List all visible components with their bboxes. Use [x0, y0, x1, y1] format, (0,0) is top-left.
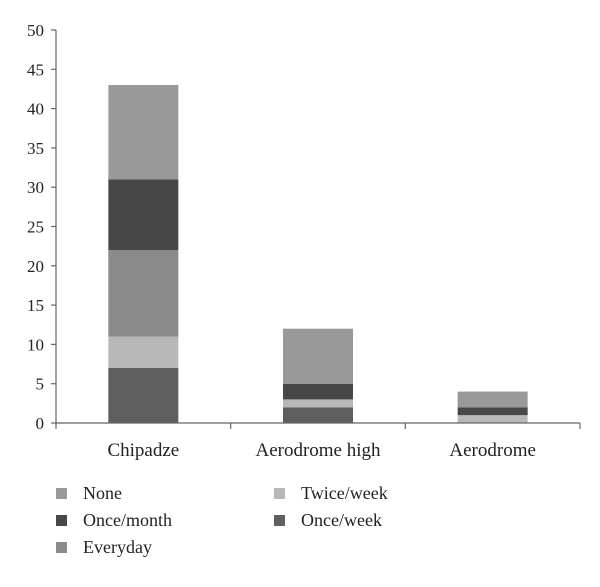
legend-label: Once/month [83, 510, 172, 530]
y-tick-label: 50 [27, 21, 44, 40]
y-tick-label: 40 [27, 100, 44, 119]
legend-swatch [274, 515, 285, 526]
x-category-label: Aerodrome high [255, 440, 381, 461]
bar-segment [108, 85, 179, 180]
y-tick-label: 0 [36, 414, 45, 433]
axes-group: 0 5 10 15 20 25 30 35 40 45 50 Chipadze Aerodrome hi… [27, 21, 581, 461]
legend-label: None [83, 483, 122, 503]
bar-segment [283, 407, 353, 423]
bar-segment [283, 399, 353, 408]
y-tick-label: 20 [27, 257, 44, 276]
bar-segment [457, 415, 528, 423]
legend-label: Everyday [83, 537, 152, 557]
bar-segment [283, 383, 353, 400]
y-tick-label: 30 [27, 178, 44, 197]
bar-segment [457, 391, 528, 408]
bar-segment [457, 407, 528, 416]
legend-swatch [56, 542, 67, 553]
y-tick-label: 35 [27, 139, 44, 158]
y-tick-label: 15 [27, 296, 44, 315]
legend: None Twice/week Once/month Once/week Everyda… [56, 483, 388, 557]
bar-segment [283, 328, 353, 384]
bar-segment [108, 250, 179, 337]
bar-segment [108, 179, 179, 251]
y-tick-label: 45 [27, 60, 44, 79]
y-tick-label: 5 [36, 375, 45, 394]
x-category-label: Chipadze [107, 440, 179, 461]
bar-segment [108, 336, 179, 368]
x-category-label: Aerodrome [449, 440, 536, 461]
legend-swatch [56, 488, 67, 499]
bar-segment [108, 367, 179, 423]
y-tick-label: 25 [27, 218, 44, 237]
bars-group [108, 85, 528, 423]
legend-swatch [56, 515, 67, 526]
legend-label: Twice/week [301, 483, 388, 503]
legend-label: Once/week [301, 510, 382, 530]
legend-swatch [274, 488, 285, 499]
y-tick-label: 10 [27, 335, 44, 354]
